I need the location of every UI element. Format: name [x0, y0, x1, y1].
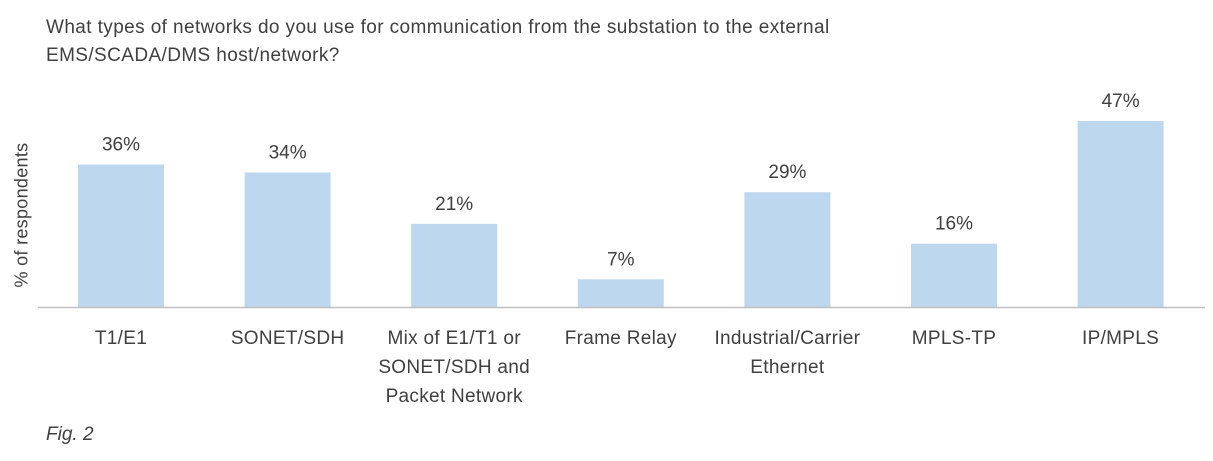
x-tick-label-4: Frame Relay — [536, 324, 706, 353]
bar-6 — [911, 243, 997, 307]
x-tick-label-3: Mix of E1/T1 or SONET/SDH and Packet Netwo… — [369, 324, 539, 411]
bar-2 — [244, 172, 331, 307]
x-tick-label-3-line-2: SONET/SDH and — [378, 357, 531, 378]
bar-7 — [1077, 121, 1164, 307]
chart-title: What types of networks do you use for co… — [46, 14, 946, 70]
x-tick-label-1: T1/E1 — [36, 324, 206, 353]
x-tick-label-7-line-1: IP/MPLS — [1082, 328, 1160, 349]
data-label-4: 7% — [607, 249, 635, 270]
x-tick-label-6: MPLS-TP — [869, 324, 1039, 353]
x-tick-label-2: SONET/SDH — [203, 324, 373, 353]
x-tick-label-3-line-3: Packet Network — [385, 386, 523, 407]
chart-title-line-2: EMS/SCADA/DMS host/network? — [46, 45, 340, 66]
x-tick-label-1-line-1: T1/E1 — [94, 328, 148, 349]
chart-title-line-1: What types of networks do you use for co… — [46, 17, 830, 38]
data-label-7: 47% — [1102, 91, 1140, 112]
bar-1 — [78, 164, 164, 307]
bar-5 — [744, 192, 831, 307]
x-tick-label-2-line-1: SONET/SDH — [230, 328, 345, 349]
data-label-1: 36% — [102, 135, 140, 156]
bar-4 — [577, 279, 664, 307]
bar-3 — [411, 223, 498, 307]
x-tick-label-3-line-1: Mix of E1/T1 or — [387, 328, 521, 349]
data-label-2: 34% — [269, 142, 307, 163]
data-label-6: 16% — [935, 214, 973, 235]
x-tick-label-7: IP/MPLS — [1036, 324, 1206, 353]
x-tick-label-6-line-1: MPLS-TP — [911, 328, 997, 349]
x-tick-label-4-line-1: Frame Relay — [564, 328, 677, 349]
x-tick-label-5-line-1: Industrial/Carrier — [714, 328, 861, 349]
figure-caption: Fig. 2 — [46, 424, 94, 445]
data-label-5: 29% — [768, 162, 806, 183]
x-tick-label-5: Industrial/Carrier Ethernet — [702, 324, 872, 382]
x-tick-label-5-line-2: Ethernet — [750, 357, 825, 378]
data-label-3: 21% — [435, 194, 473, 215]
